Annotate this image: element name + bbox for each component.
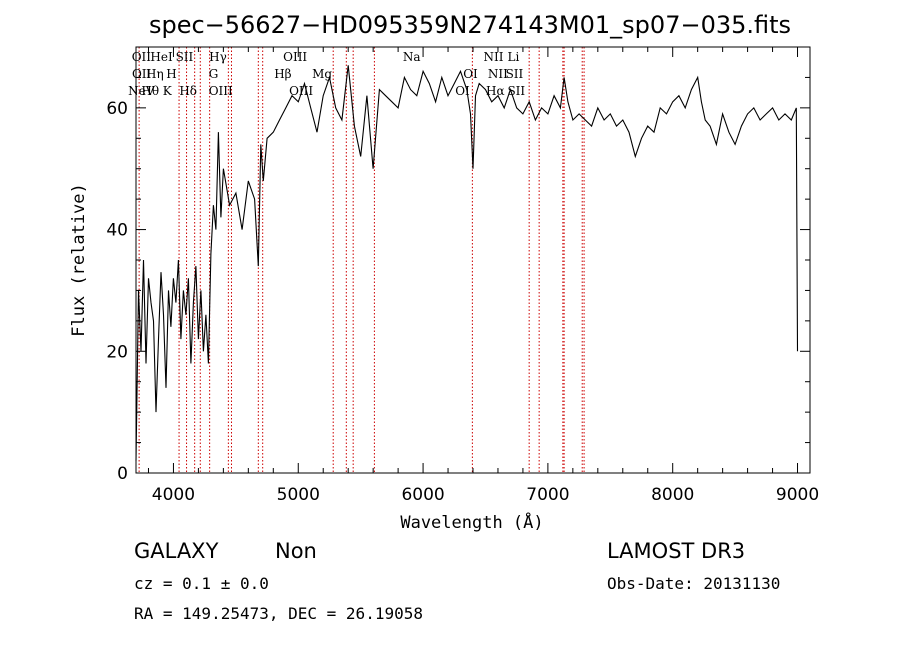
y-tick-label: 40 bbox=[106, 221, 128, 241]
x-tick-label: 4000 bbox=[152, 485, 195, 505]
x-axis-label: Wavelength (Å) bbox=[400, 511, 543, 533]
spectrum-line bbox=[135, 65, 799, 461]
spectrum-series bbox=[135, 65, 799, 461]
plot-frame bbox=[135, 46, 811, 474]
x-tick-label: 7000 bbox=[526, 485, 569, 505]
x-axis-ticks: 4000 5000 6000 7000 8000 9000 bbox=[147, 47, 819, 505]
object-subclass: Non bbox=[275, 539, 317, 563]
object-class: GALAXY bbox=[134, 539, 219, 563]
y-tick-label: 20 bbox=[106, 342, 128, 362]
obs-date: Obs-Date: 20131130 bbox=[607, 574, 780, 593]
line-label: G bbox=[209, 67, 219, 81]
line-label: Mg bbox=[312, 67, 332, 81]
line-label: OI bbox=[463, 67, 478, 81]
survey-name: LAMOST DR3 bbox=[607, 539, 745, 563]
y-tick-label: 60 bbox=[106, 99, 128, 119]
x-tick-label: 9000 bbox=[776, 485, 819, 505]
line-label: Hδ bbox=[179, 84, 197, 98]
spectral-line-labels: NeVOIIOIIHθHηHeIKHSIIHδHγGOIIIHβOIIIOIII… bbox=[128, 50, 525, 98]
line-label: SII bbox=[176, 50, 194, 64]
x-tick-label: 8000 bbox=[651, 485, 694, 505]
y-axis-label: Flux (relative) bbox=[69, 183, 89, 337]
line-label: Hη bbox=[146, 67, 164, 81]
line-label: Li bbox=[508, 50, 520, 64]
y-axis-ticks: 0 20 40 60 bbox=[106, 76, 810, 484]
line-label: Hβ bbox=[274, 67, 291, 81]
line-label: SII bbox=[506, 67, 524, 81]
coordinates: RA = 149.25473, DEC = 26.19058 bbox=[134, 604, 423, 623]
y-tick-label: 0 bbox=[117, 464, 128, 484]
line-label: NII bbox=[488, 67, 508, 81]
redshift-value: cz = 0.1 ± 0.0 bbox=[134, 574, 269, 593]
spectral-line-markers bbox=[138, 47, 585, 473]
line-label: NII bbox=[483, 50, 503, 64]
x-tick-label: 5000 bbox=[277, 485, 320, 505]
line-label: K bbox=[163, 84, 173, 98]
line-label: Hθ bbox=[141, 84, 159, 98]
line-label: Na bbox=[403, 50, 421, 64]
line-label: H bbox=[166, 67, 176, 81]
line-label: HeI bbox=[150, 50, 173, 64]
line-label: OIII bbox=[283, 50, 307, 64]
line-label: Hα bbox=[486, 84, 505, 98]
x-tick-label: 6000 bbox=[401, 485, 444, 505]
line-label: OII bbox=[132, 50, 152, 64]
chart-title: spec−56627−HD095359N274143M01_sp07−035.f… bbox=[149, 11, 791, 39]
line-label: OIII bbox=[209, 84, 233, 98]
line-label: NeV bbox=[128, 84, 155, 98]
line-label: Hγ bbox=[209, 50, 227, 64]
